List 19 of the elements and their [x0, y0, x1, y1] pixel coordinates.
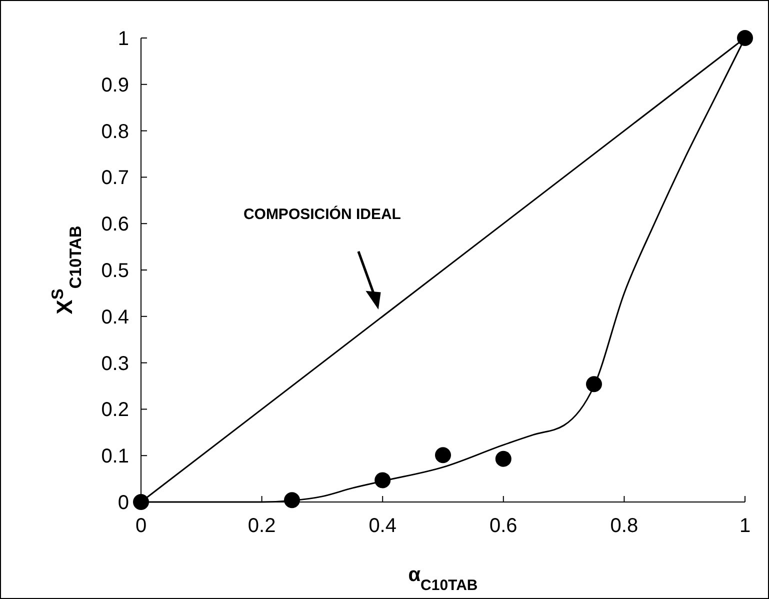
x-tick-label: 0.8: [610, 515, 638, 537]
x-axis-title: α$_{C10TAB}$: [408, 564, 478, 594]
y-tick-label: 0: [118, 492, 129, 514]
y-tick-label: 0.2: [101, 399, 129, 422]
y-tick-label: 0.9: [101, 74, 129, 96]
y-tick-label: 0.7: [101, 167, 129, 190]
x-tick-label: 0.2: [248, 515, 276, 537]
annotation: COMPOSICIÓN IDEAL: [243, 204, 401, 223]
y-tick-label: 0.1: [101, 446, 129, 468]
y-tick-label: 1: [118, 28, 129, 50]
x-tick-label: 0: [135, 515, 147, 537]
y-tick-label: 0.8: [101, 120, 129, 143]
x-tick-label: 0.6: [489, 515, 518, 537]
x-tick-label: 0.4: [368, 515, 397, 537]
y-tick-label: 0.6: [101, 214, 129, 236]
x-tick-label: 1: [739, 515, 751, 537]
y-tick-label: 0.5: [101, 260, 129, 282]
y-tick-label: 0.3: [101, 352, 129, 375]
y-tick-label: 0.4: [101, 306, 129, 328]
